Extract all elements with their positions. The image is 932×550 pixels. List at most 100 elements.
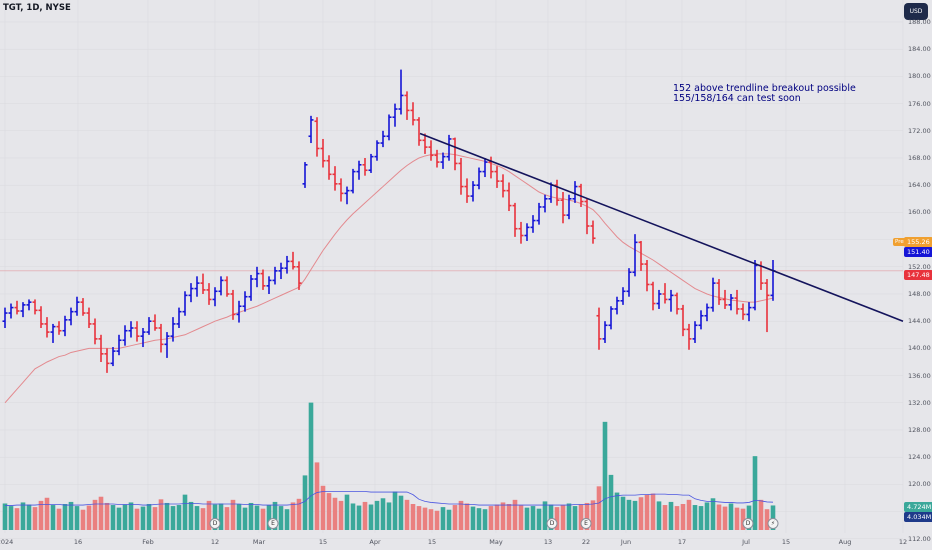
volume-bar (314, 462, 320, 530)
volume-bar (20, 502, 26, 530)
volume-bar (200, 508, 206, 530)
ohlc-bar (512, 202, 518, 237)
ohlc-bar (80, 298, 86, 316)
volume-bar (482, 509, 488, 530)
volume-bar (752, 456, 758, 530)
volume-bar (422, 507, 428, 530)
ohlc-bar (44, 317, 50, 338)
ohlc-bar (524, 223, 530, 241)
symbol-label[interactable]: TGT, 1D, NYSE (3, 3, 71, 13)
text-annotation[interactable]: 152 above trendline breakout possible 15… (673, 84, 856, 104)
event-marker[interactable]: D (546, 518, 558, 529)
ohlc-bar (74, 296, 80, 316)
ohlc-bar (554, 179, 560, 206)
ohlc-bar (536, 202, 542, 225)
y-tick-label: 188.00 (908, 18, 931, 26)
volume-bar (212, 504, 218, 530)
volume-bar (500, 502, 506, 530)
volume-bar (158, 499, 164, 530)
volume-bar (104, 502, 110, 530)
volume-bar (290, 502, 296, 530)
annotation-line-2: 155/158/164 can test soon (673, 93, 801, 104)
event-marker[interactable]: D (209, 518, 221, 529)
volume-bar (656, 501, 662, 530)
ohlc-bar (134, 321, 140, 342)
ohlc-bar (584, 198, 590, 235)
event-marker[interactable]: ⚡ (767, 518, 779, 529)
y-tick-label: 176.00 (908, 99, 931, 108)
y-tick-label: 112.00 (908, 534, 931, 543)
ohlc-bar (434, 149, 440, 168)
volume-bar (368, 504, 374, 530)
volume-bar (356, 505, 362, 530)
ohlc-bar (530, 215, 536, 233)
ohlc-bar (428, 140, 434, 161)
volume-bar (284, 509, 290, 530)
volume-bar (476, 508, 482, 530)
volume-bar (764, 509, 770, 530)
volume-bar (140, 506, 146, 530)
volume-bar (248, 502, 254, 530)
ohlc-bar (224, 276, 230, 297)
volume-bar (68, 501, 74, 530)
ma-price-badge: 147.48 (904, 270, 932, 280)
volume-bar (218, 503, 224, 530)
volume-bar (746, 505, 752, 530)
y-tick-label: 172.00 (908, 126, 931, 135)
volume-bar (440, 507, 446, 530)
volume-bar (614, 492, 620, 530)
volume-bar (92, 499, 98, 530)
volume-bar (566, 503, 572, 530)
volume-bar (458, 500, 464, 530)
volume-bar (416, 506, 422, 530)
x-tick-label: 12 (210, 538, 220, 546)
volume-bar (146, 504, 152, 530)
currency-badge[interactable]: USD (904, 3, 928, 20)
ohlc-bar (398, 69, 404, 115)
ohlc-bar (656, 289, 662, 309)
ohlc-bar (284, 255, 290, 274)
ohlc-bar (116, 334, 122, 356)
volume-bar (758, 499, 764, 530)
ohlc-bar (188, 283, 194, 303)
x-tick-label: 15 (427, 538, 437, 546)
ohlc-bar (296, 261, 302, 290)
ohlc-bar (380, 130, 386, 148)
ohlc-bar (218, 276, 224, 296)
volume-bar (650, 493, 656, 530)
x-tick-label: 22 (581, 538, 591, 546)
volume-bar (26, 504, 32, 530)
ohlc-bar (470, 181, 476, 202)
ohlc-bar (764, 279, 770, 333)
trendline[interactable] (419, 132, 904, 322)
y-tick-label: 120.00 (908, 480, 931, 489)
ohlc-bar (8, 303, 14, 319)
event-marker[interactable]: E (580, 518, 592, 529)
ohlc-bar (260, 269, 266, 290)
ohlc-bar (590, 220, 596, 244)
event-marker[interactable]: E (267, 518, 279, 529)
x-tick-label: May (489, 538, 503, 546)
volume-bar (362, 501, 368, 530)
volume-bar (110, 505, 116, 530)
ohlc-bar (128, 321, 134, 338)
y-tick-label: 128.00 (908, 426, 931, 434)
ohlc-bar (356, 160, 362, 180)
ohlc-bar (680, 304, 686, 337)
ohlc-bar (452, 137, 458, 171)
ohlc-bar (236, 300, 242, 323)
premarket-price-badge: 155.26 (904, 237, 932, 247)
ohlc-bar (704, 303, 710, 322)
event-marker[interactable]: D (742, 518, 754, 529)
x-tick-label: Jul (742, 538, 750, 546)
ohlc-bar (164, 332, 170, 358)
volume-bar (638, 497, 644, 530)
volume-bar (380, 498, 386, 530)
volume-bar (116, 507, 122, 530)
ohlc-bar (344, 186, 350, 205)
ohlc-bar (14, 300, 20, 315)
volume-bar (734, 507, 740, 530)
volume-bar (632, 500, 638, 530)
